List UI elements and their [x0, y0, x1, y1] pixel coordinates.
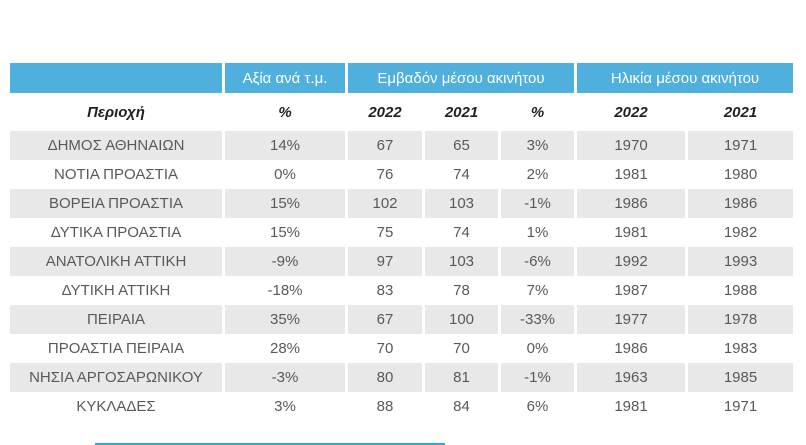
age-2021-cell: 1971	[688, 131, 793, 160]
age-2022-cell: 1992	[577, 247, 685, 276]
age-2021-cell: 1982	[688, 218, 793, 247]
age-2021-cell: 1980	[688, 160, 793, 189]
subheader-age-2022: 2022	[577, 93, 685, 131]
area-pct-cell: -1%	[501, 363, 574, 392]
area-pct-cell: -33%	[501, 305, 574, 334]
area-2022-cell: 83	[348, 276, 422, 305]
region-cell: ΝΗΣΙΑ ΑΡΓΟΣΑΡΩΝΙΚΟΥ	[10, 363, 222, 392]
age-2022-cell: 1977	[577, 305, 685, 334]
group-header-value-per-sqm: Αξία ανά τ.μ.	[225, 63, 345, 93]
area-2022-cell: 80	[348, 363, 422, 392]
area-2022-cell: 76	[348, 160, 422, 189]
age-2021-cell: 1971	[688, 392, 793, 421]
region-cell: ΠΡΟΑΣΤΙΑ ΠΕΙΡΑΙΑ	[10, 334, 222, 363]
area-pct-cell: 7%	[501, 276, 574, 305]
age-2022-cell: 1981	[577, 160, 685, 189]
region-cell: ΔΗΜΟΣ ΑΘΗΝΑΙΩΝ	[10, 131, 222, 160]
area-2021-cell: 103	[425, 189, 498, 218]
group-header-avg-property-area: Εμβαδόν μέσου ακινήτου	[348, 63, 574, 93]
value-pct-cell: -18%	[225, 276, 345, 305]
value-pct-cell: -9%	[225, 247, 345, 276]
age-2021-cell: 1985	[688, 363, 793, 392]
age-2021-cell: 1986	[688, 189, 793, 218]
area-2022-cell: 67	[348, 131, 422, 160]
subheader-age-2021: 2021	[688, 93, 793, 131]
region-cell: ΝΟΤΙΑ ΠΡΟΑΣΤΙΑ	[10, 160, 222, 189]
area-2022-cell: 88	[348, 392, 422, 421]
area-2021-cell: 74	[425, 218, 498, 247]
age-2022-cell: 1987	[577, 276, 685, 305]
value-pct-cell: 14%	[225, 131, 345, 160]
age-2021-cell: 1993	[688, 247, 793, 276]
value-pct-cell: -3%	[225, 363, 345, 392]
cropped-element-bottom-edge	[95, 443, 445, 445]
region-cell: ΔΥΤΙΚΑ ΠΡΟΑΣΤΙΑ	[10, 218, 222, 247]
area-pct-cell: -6%	[501, 247, 574, 276]
value-pct-cell: 15%	[225, 189, 345, 218]
subheader-region: Περιοχή	[10, 93, 222, 131]
value-pct-cell: 28%	[225, 334, 345, 363]
area-2022-cell: 75	[348, 218, 422, 247]
region-cell: ΚΥΚΛΑΔΕΣ	[10, 392, 222, 421]
area-pct-cell: 2%	[501, 160, 574, 189]
area-pct-cell: -1%	[501, 189, 574, 218]
age-2022-cell: 1981	[577, 218, 685, 247]
region-cell: ΔΥΤΙΚΗ ΑΤΤΙΚΗ	[10, 276, 222, 305]
area-2021-cell: 84	[425, 392, 498, 421]
area-2022-cell: 97	[348, 247, 422, 276]
area-pct-cell: 3%	[501, 131, 574, 160]
region-cell: ΒΟΡΕΙΑ ΠΡΟΑΣΤΙΑ	[10, 189, 222, 218]
age-2022-cell: 1986	[577, 189, 685, 218]
area-2021-cell: 65	[425, 131, 498, 160]
age-2022-cell: 1963	[577, 363, 685, 392]
age-2022-cell: 1970	[577, 131, 685, 160]
region-cell: ΠΕΙΡΑΙΑ	[10, 305, 222, 334]
area-2021-cell: 81	[425, 363, 498, 392]
age-2021-cell: 1983	[688, 334, 793, 363]
area-2021-cell: 78	[425, 276, 498, 305]
area-2021-cell: 100	[425, 305, 498, 334]
group-header-avg-property-age: Ηλικία μέσου ακινήτου	[577, 63, 793, 93]
value-pct-cell: 0%	[225, 160, 345, 189]
area-2022-cell: 67	[348, 305, 422, 334]
age-2022-cell: 1986	[577, 334, 685, 363]
area-pct-cell: 0%	[501, 334, 574, 363]
area-2022-cell: 102	[348, 189, 422, 218]
value-pct-cell: 35%	[225, 305, 345, 334]
subheader-area-pct: %	[501, 93, 574, 131]
subheader-value-pct: %	[225, 93, 345, 131]
age-2021-cell: 1978	[688, 305, 793, 334]
subheader-area-2021: 2021	[425, 93, 498, 131]
area-2021-cell: 74	[425, 160, 498, 189]
age-2021-cell: 1988	[688, 276, 793, 305]
value-pct-cell: 15%	[225, 218, 345, 247]
value-pct-cell: 3%	[225, 392, 345, 421]
group-header-empty	[10, 63, 222, 93]
area-pct-cell: 6%	[501, 392, 574, 421]
region-cell: ΑΝΑΤΟΛΙΚΗ ΑΤΤΙΚΗ	[10, 247, 222, 276]
property-stats-table: Αξία ανά τ.μ. Εμβαδόν μέσου ακινήτου Ηλι…	[10, 63, 793, 421]
age-2022-cell: 1981	[577, 392, 685, 421]
area-pct-cell: 1%	[501, 218, 574, 247]
area-2021-cell: 70	[425, 334, 498, 363]
subheader-area-2022: 2022	[348, 93, 422, 131]
area-2021-cell: 103	[425, 247, 498, 276]
area-2022-cell: 70	[348, 334, 422, 363]
